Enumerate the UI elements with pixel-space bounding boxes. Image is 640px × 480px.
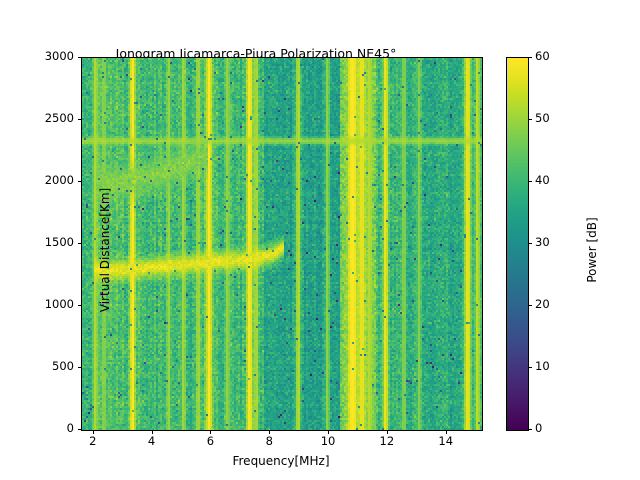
y-axis-label: Virtual Distance[Km] [98, 187, 112, 313]
x-tick-label: 8 [265, 434, 273, 448]
colorbar-label: Power [dB] [585, 217, 599, 283]
x-tick-mark [386, 430, 388, 434]
y-tick-label: 1500 [44, 235, 74, 249]
x-tick-mark [445, 430, 447, 434]
y-tick-label: 3000 [44, 49, 74, 63]
y-tick-label: 0 [66, 421, 74, 435]
colorbar [506, 57, 529, 431]
x-axis-label: Frequency[MHz] [232, 454, 330, 468]
y-tick-mark [77, 367, 81, 368]
colorbar-tick-label: 50 [535, 111, 550, 125]
x-tick-mark [151, 430, 153, 434]
y-tick-mark [77, 305, 81, 306]
colorbar-tick-mark [528, 243, 532, 244]
colorbar-tick-label: 0 [535, 421, 543, 435]
colorbar-tick-mark [528, 119, 532, 120]
colorbar-tick-mark [528, 429, 532, 430]
x-tick-mark [269, 430, 271, 434]
y-tick-mark [77, 429, 81, 430]
colorbar-tick-mark [528, 57, 532, 58]
colorbar-tick-label: 30 [535, 235, 550, 249]
y-tick-label: 500 [52, 359, 74, 373]
x-tick-mark [210, 430, 212, 434]
colorbar-tick-mark [528, 305, 532, 306]
x-tick-mark [328, 430, 330, 434]
y-tick-mark [77, 119, 81, 120]
colorbar-tick-label: 10 [535, 359, 550, 373]
y-tick-label: 1000 [44, 297, 74, 311]
colorbar-tick-mark [528, 367, 532, 368]
y-tick-mark [77, 57, 81, 58]
colorbar-tick-mark [528, 181, 532, 182]
x-tick-label: 14 [438, 434, 454, 448]
colorbar-tick-label: 40 [535, 173, 550, 187]
colorbar-tick-label: 20 [535, 297, 550, 311]
ionogram-heatmap [82, 58, 482, 430]
x-tick-label: 10 [320, 434, 336, 448]
colorbar-tick-label: 60 [535, 49, 550, 63]
y-tick-label: 2000 [44, 173, 74, 187]
x-tick-label: 12 [379, 434, 395, 448]
x-tick-label: 4 [147, 434, 156, 448]
x-tick-mark [92, 430, 94, 434]
y-tick-mark [77, 181, 81, 182]
colorbar-gradient [507, 58, 528, 430]
y-tick-label: 2500 [44, 111, 74, 125]
x-tick-label: 6 [206, 434, 215, 448]
y-tick-mark [77, 243, 81, 244]
x-tick-label: 2 [89, 434, 97, 448]
heatmap-plot-area [81, 57, 483, 431]
